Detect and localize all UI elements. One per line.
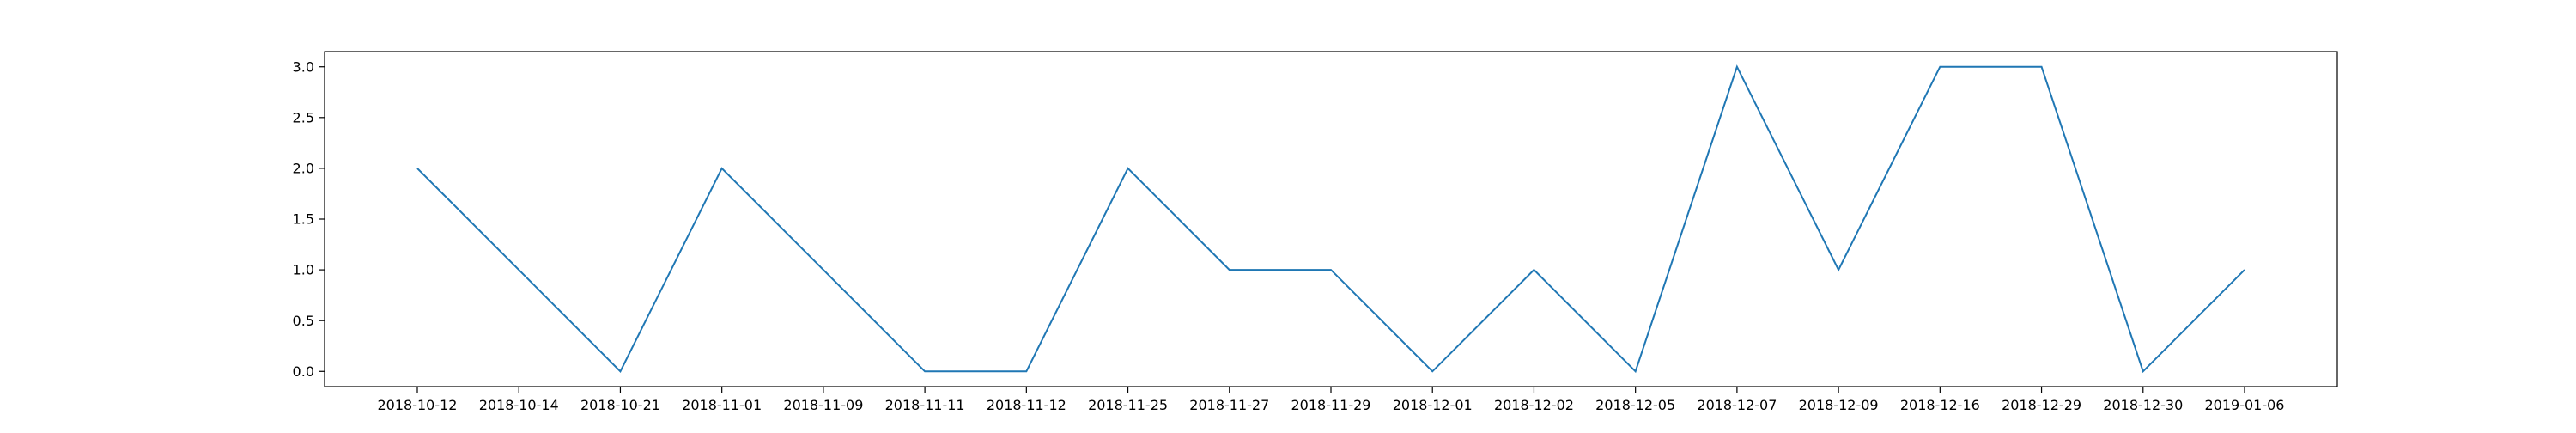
x-tick-label: 2018-10-21 — [580, 397, 660, 413]
y-axis: 0.0 0.5 1.0 1.5 2.0 2.5 3.0 — [293, 58, 325, 380]
x-tick-label: 2018-11-12 — [987, 397, 1066, 413]
series-layer — [417, 67, 2245, 372]
y-tick-label: 2.0 — [293, 161, 314, 177]
x-tick-label: 2018-11-27 — [1189, 397, 1269, 413]
x-tick-label: 2018-11-25 — [1088, 397, 1168, 413]
x-tick-label: 2018-12-16 — [1900, 397, 1980, 413]
x-tick-label: 2018-12-07 — [1697, 397, 1777, 413]
x-tick-label: 2018-11-09 — [783, 397, 863, 413]
x-tick-label: 2018-12-05 — [1595, 397, 1675, 413]
plot-frame — [325, 52, 2337, 387]
series-line — [417, 67, 2245, 372]
y-tick-label: 1.0 — [293, 262, 314, 278]
x-tick-label: 2018-12-01 — [1393, 397, 1473, 413]
x-tick-label: 2018-12-30 — [2103, 397, 2183, 413]
y-tick-label: 1.5 — [293, 211, 314, 228]
y-tick-label: 3.0 — [293, 58, 314, 75]
y-tick-label: 0.0 — [293, 363, 314, 380]
y-tick-label: 2.5 — [293, 109, 314, 125]
x-tick-label: 2018-12-09 — [1799, 397, 1879, 413]
x-tick-label: 2018-10-14 — [479, 397, 559, 413]
x-axis: 2018-10-12 2018-10-14 2018-10-21 2018-11-01… — [378, 387, 2285, 413]
y-tick-label: 0.5 — [293, 313, 314, 329]
x-tick-label: 2018-12-29 — [2002, 397, 2081, 413]
x-tick-label: 2018-10-12 — [378, 397, 458, 413]
x-tick-label: 2018-12-02 — [1494, 397, 1574, 413]
x-tick-label: 2018-11-01 — [682, 397, 762, 413]
x-tick-label: 2019-01-06 — [2205, 397, 2285, 413]
x-tick-label: 2018-11-29 — [1291, 397, 1371, 413]
x-tick-label: 2018-11-11 — [885, 397, 965, 413]
